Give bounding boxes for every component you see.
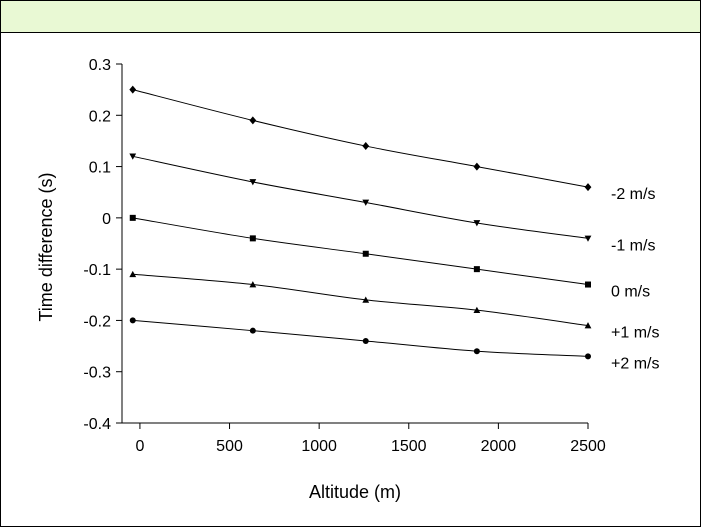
chart-marks: -2 m/s -1 m/s 0 m/s +1 m/s +2 m/s [129,85,659,372]
x-axis-label: Altitude (m) [309,482,401,502]
data-point [362,199,370,206]
data-point [362,296,370,303]
data-point [473,348,480,355]
y-tick-label: -0.3 [83,365,111,382]
y-tick-label: -0.1 [83,262,111,279]
data-point [585,353,591,360]
data-point [585,281,591,288]
x-tick-label: 2500 [570,438,606,455]
series-label: +1 m/s [611,325,659,342]
y-tick-label: 0.3 [89,57,111,74]
data-point [362,337,369,344]
series-label: -1 m/s [611,237,655,254]
data-point [249,116,257,125]
chart-labels: Altitude (m) Time difference (s) [36,172,401,502]
x-tick-label: 500 [216,438,243,455]
data-point [129,317,136,324]
axes: 0.3 0.2 0.1 0 -0.1 -0.2 -0.3 -0.4 0 500 1000 1500 20… [83,57,605,455]
series-4: +2 m/s [129,317,659,372]
x-tick-label: 1000 [301,438,337,455]
x-tick-label: 1500 [391,438,427,455]
data-point [249,327,256,334]
series-0: -2 m/s [129,85,655,203]
y-tick-label: -0.2 [83,313,111,330]
data-point [584,322,592,329]
data-point [249,281,257,288]
data-point [473,220,481,227]
header-band [1,1,700,33]
data-point [473,266,480,273]
series-line [132,89,589,188]
series-line [132,319,589,357]
data-point [129,270,137,278]
data-point [362,250,369,257]
series-line [132,273,589,327]
y-axis-label: Time difference (s) [36,172,56,321]
data-point [473,306,481,313]
data-point [129,85,137,94]
x-tick-label: 0 [135,438,144,455]
series-label: 0 m/s [611,284,650,301]
series-label: -2 m/s [611,186,655,203]
data-point [129,153,137,160]
series-label: +2 m/s [611,355,659,372]
series-line [132,155,589,239]
data-point [249,179,257,186]
series-3: +1 m/s [129,270,659,342]
y-tick-label: -0.4 [83,416,111,433]
series-2: 0 m/s [129,214,650,301]
y-tick-label: 0 [102,211,111,228]
data-point [584,235,592,242]
data-point [473,162,481,171]
y-tick-label: 0.1 [89,160,111,177]
data-point [249,235,256,242]
series-line [132,217,589,286]
y-tick-label: 0.2 [89,108,111,125]
series-1: -1 m/s [129,153,655,254]
data-point [362,142,370,151]
data-point [129,214,136,221]
data-point [584,183,592,192]
x-tick-label: 2000 [481,438,517,455]
